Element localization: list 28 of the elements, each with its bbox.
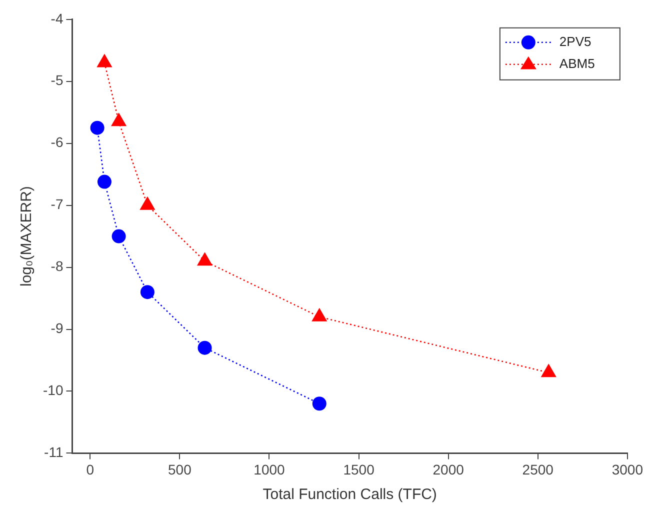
y-tick-label: -10	[43, 382, 64, 398]
y-tick-label: -4	[50, 10, 64, 26]
legend-label: ABM5	[559, 56, 595, 71]
y-tick-label: -5	[50, 72, 64, 88]
x-tick-label: 3000	[612, 461, 644, 478]
point	[198, 340, 212, 355]
y-tick-label: -7	[50, 196, 64, 212]
x-tick-label: 500	[168, 461, 192, 478]
y-axis-title: log₀(MAXERR)	[18, 186, 36, 287]
point	[112, 229, 126, 244]
x-tick-label: 2500	[522, 461, 554, 478]
legend-label: 2PV5	[559, 34, 592, 49]
point	[96, 54, 112, 68]
y-tick-label: -9	[50, 320, 64, 336]
x-axis-title: Total Function Calls (TFC)	[262, 486, 437, 504]
point	[140, 285, 154, 300]
point	[140, 196, 156, 210]
point	[111, 112, 127, 126]
y-tick-label: -8	[50, 258, 64, 274]
point	[312, 396, 326, 411]
x-tick-label: 1500	[343, 461, 375, 478]
x-tick-label: 0	[86, 461, 94, 478]
y-tick-label: -11	[44, 444, 64, 460]
y-tick-label: -6	[50, 134, 64, 150]
x-tick-label: 2000	[432, 461, 464, 478]
point	[97, 174, 112, 189]
x-tick-label: 1000	[254, 461, 286, 478]
point	[196, 252, 213, 266]
